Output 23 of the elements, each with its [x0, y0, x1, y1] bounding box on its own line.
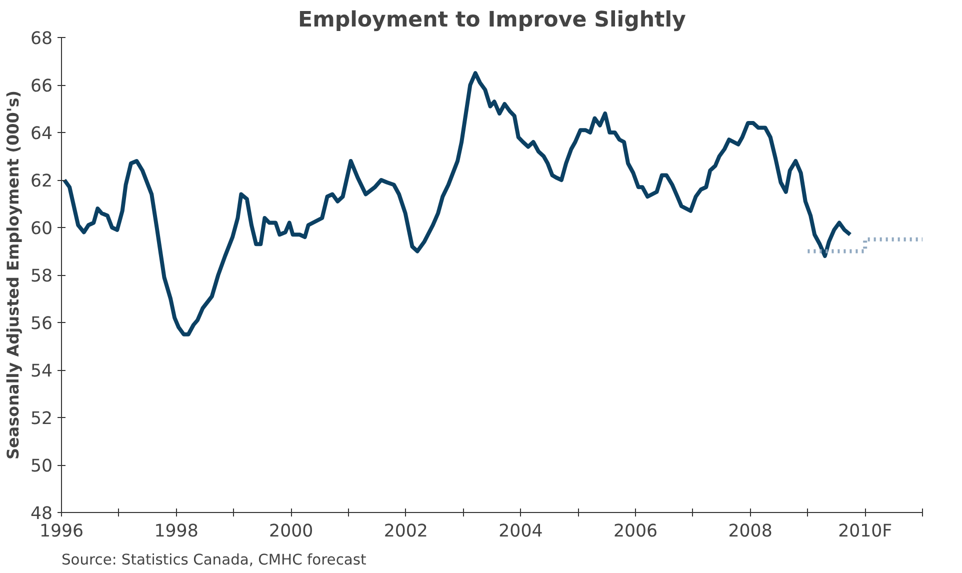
source-note: Source: Statistics Canada, CMHC forecast: [62, 552, 366, 568]
y-tick-label: 66: [30, 76, 53, 96]
x-tick-label: 2006: [613, 522, 658, 542]
y-tick-label: 52: [30, 409, 53, 429]
y-tick-label: 50: [30, 456, 53, 476]
y-tick-label: 54: [30, 362, 53, 382]
line-series: [62, 71, 852, 336]
y-tick-label: 56: [30, 314, 53, 334]
x-tick-label: 2000: [269, 522, 314, 542]
y-axis-title: Seasonally Adjusted Employment (000's): [3, 90, 22, 460]
y-tick-label: 64: [30, 124, 53, 144]
y-tick-label: 48: [30, 504, 53, 524]
y-tick-label: 68: [30, 29, 53, 49]
y-tick-label: 60: [30, 219, 53, 239]
x-tick-label: 2010F: [838, 522, 892, 542]
x-tick-label: 1996: [39, 522, 84, 542]
chart-title: Employment to Improve Slightly: [298, 8, 686, 32]
x-tick-label: 2004: [498, 522, 543, 542]
x-tick-label: 1998: [154, 522, 198, 542]
y-tick-label: 58: [30, 266, 53, 286]
x-tick-label: 2008: [728, 522, 772, 542]
x-tick-label: 2002: [384, 522, 428, 542]
y-tick-label: 62: [30, 172, 53, 192]
